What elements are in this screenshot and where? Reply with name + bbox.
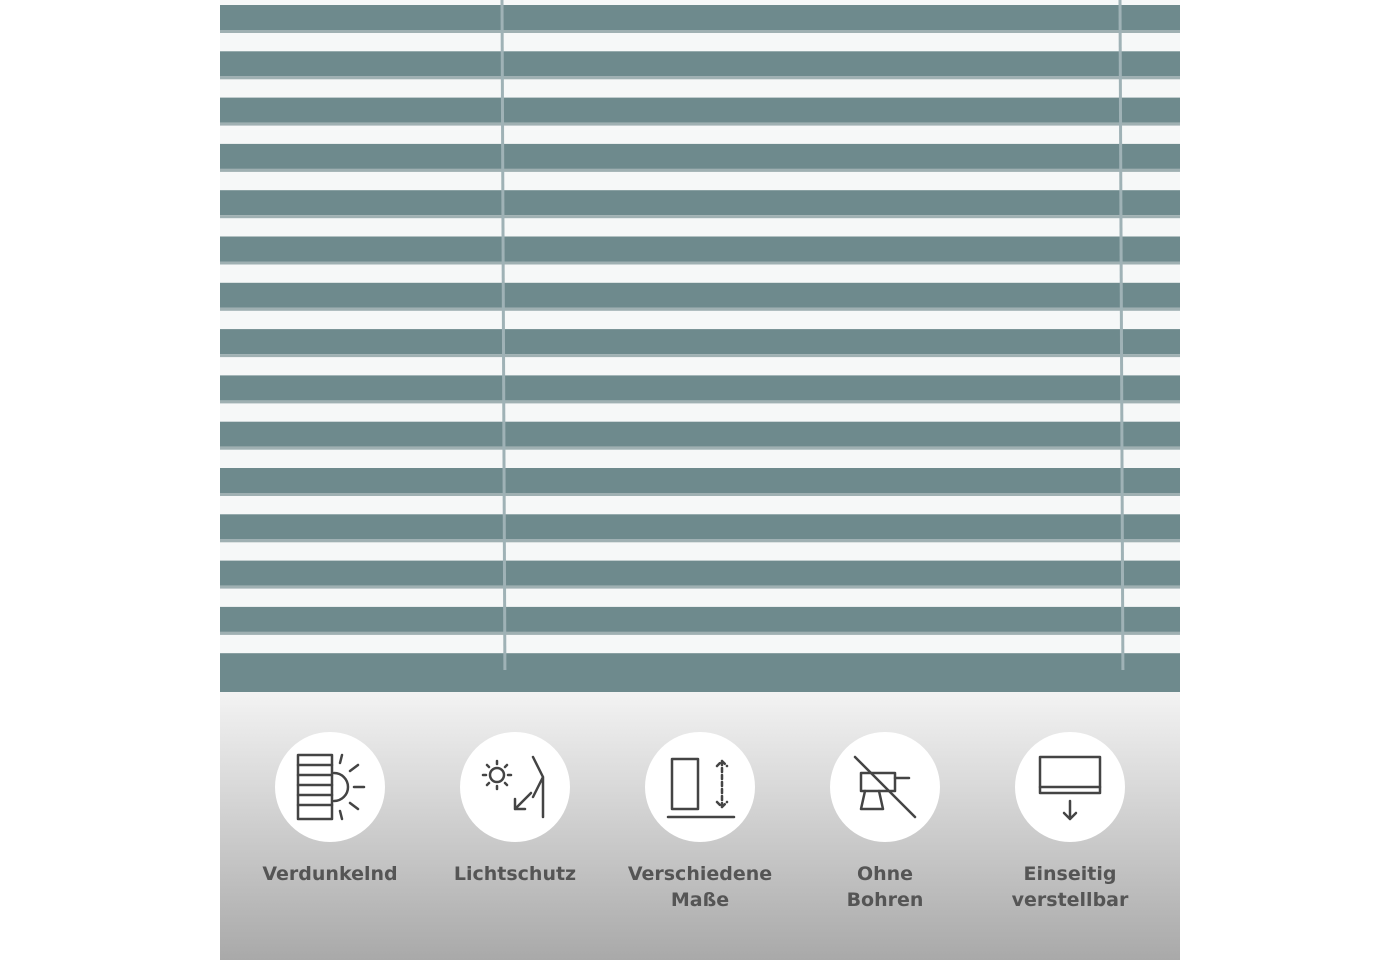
slat-shadow (220, 122, 1180, 126)
icon-light-protection (481, 755, 545, 819)
slat-shadow (220, 30, 1180, 33)
icon-circle (645, 732, 755, 842)
slat-shadow (220, 585, 1180, 589)
icon-one-side (1038, 755, 1102, 821)
icon-darkening (296, 753, 366, 821)
slat-shadow (220, 354, 1180, 358)
slat (220, 97, 1180, 123)
feature-label: Verdunkelnd (262, 863, 397, 885)
slat (220, 236, 1180, 262)
icon-sizes (666, 757, 736, 819)
slat-shadow (220, 168, 1180, 172)
slat (220, 560, 1180, 586)
slat-shadow (220, 307, 1180, 311)
slat-shadow (220, 539, 1180, 543)
slat (220, 282, 1180, 308)
slat-shadow (220, 76, 1180, 80)
slat (220, 51, 1180, 77)
icon-no-drilling (853, 755, 917, 819)
slat (220, 329, 1180, 355)
blind-slats (220, 0, 1180, 693)
feature-label: Ohne (857, 863, 913, 885)
icon-circle (460, 732, 570, 842)
slat-shadow (220, 631, 1180, 635)
slat (220, 468, 1180, 493)
bottom-rail (220, 670, 1180, 692)
slat (220, 5, 1180, 30)
feature-label: verstellbar (1012, 889, 1129, 911)
slat-shadow (220, 493, 1180, 496)
slat-shadow (220, 261, 1180, 265)
feature-icons (275, 732, 1125, 842)
feature-label: Verschiedene (628, 863, 772, 885)
slat (220, 514, 1180, 540)
slat (220, 143, 1180, 169)
feature-label: Einseitig (1024, 863, 1117, 885)
slat-shadow (220, 446, 1180, 450)
slat (220, 606, 1180, 632)
icon-circle (275, 732, 385, 842)
slat-shadow (220, 400, 1180, 404)
ladder-cord (500, 0, 507, 693)
ladder-cord (1118, 0, 1125, 693)
slat (220, 421, 1180, 447)
slat (220, 375, 1180, 401)
slat-shadow (220, 215, 1180, 219)
feature-label: Maße (671, 889, 729, 911)
feature-label: Bohren (847, 889, 924, 911)
feature-label: Lichtschutz (454, 863, 576, 885)
slat (220, 190, 1180, 216)
